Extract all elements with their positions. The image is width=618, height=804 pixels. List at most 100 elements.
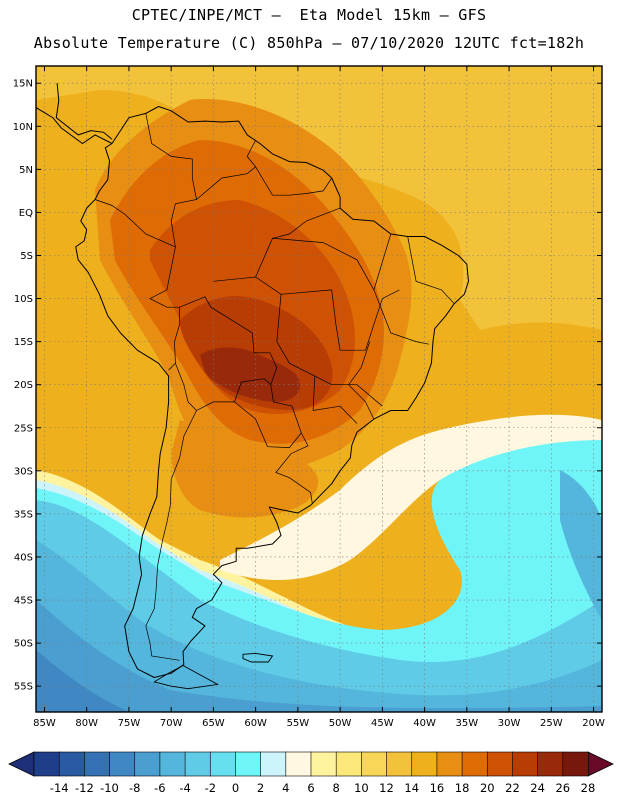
temperature-field	[36, 66, 602, 712]
country-border	[213, 276, 400, 351]
colorbar-label: 10	[354, 781, 369, 795]
map-frame	[35, 65, 603, 713]
country-border	[255, 237, 375, 291]
island-coastline	[242, 652, 274, 663]
country-border	[179, 296, 278, 385]
colorbar-label: -6	[154, 781, 165, 795]
colorbar-label: 28	[581, 781, 596, 795]
lat-tick-label: 30S	[14, 466, 33, 477]
colorbar-swatch	[209, 751, 237, 777]
lat-tick-label: 15S	[14, 337, 33, 348]
lat-tick-label: 50S	[14, 639, 33, 650]
colorbar-swatch	[411, 751, 438, 777]
lon-tick-label: 20W	[582, 718, 605, 729]
chart-title-line1: CPTEC/INPE/MCT – Eta Model 15km – GFS	[131, 6, 487, 24]
country-border	[312, 376, 358, 424]
colorbar-label: -10	[100, 781, 119, 795]
lon-tick-label: 85W	[33, 718, 56, 729]
colorbar-under-arrow	[8, 751, 35, 777]
colorbar-swatch	[184, 751, 211, 777]
colorbar-swatch	[33, 751, 60, 777]
island-coastline	[153, 664, 219, 690]
colorbar-swatch	[109, 751, 136, 777]
colorbar-swatch	[386, 751, 413, 777]
colorbar-swatch	[512, 751, 539, 777]
lon-tick-label: 30W	[498, 718, 521, 729]
lat-tick-label: 35S	[14, 509, 33, 520]
lon-tick-label: 70W	[160, 718, 183, 729]
colorbar-label: 0	[232, 781, 239, 795]
colorbar-swatch	[285, 751, 312, 777]
latitude-ticks: 15N 10N 5N EQ 5S 10S 15S 20S 25S 30S 35S 40S 45S 50S 5…	[13, 79, 602, 693]
lat-tick-label: 15N	[13, 79, 33, 90]
colorbar-swatch	[260, 751, 287, 777]
colorbar-swatch	[58, 751, 85, 777]
colorbar-label: 26	[555, 781, 570, 795]
lat-tick-label: 10N	[13, 122, 33, 133]
coastlines-and-borders	[36, 83, 469, 690]
lon-tick-label: 45W	[371, 718, 394, 729]
central-america-coastline	[36, 106, 113, 145]
country-border	[196, 139, 257, 200]
country-border	[234, 384, 302, 448]
longitude-ticks: 85W 80W 75W 70W 65W 60W 55W 50W 45W 40W 35W 30W 25W 2…	[33, 66, 605, 729]
colorbar-swatch	[486, 751, 514, 777]
country-border	[145, 410, 197, 661]
colorbar-label: 16	[430, 781, 445, 795]
colorbar-swatch	[134, 751, 161, 777]
lon-tick-label: 80W	[75, 718, 98, 729]
colorbar-label: 2	[257, 781, 264, 795]
colorbar-label: 24	[530, 781, 545, 795]
colorbar-label: 6	[307, 781, 314, 795]
country-border	[373, 233, 429, 345]
south-america-coastline	[75, 106, 469, 678]
colorbar-label: -14	[50, 781, 69, 795]
country-border	[275, 432, 313, 503]
colorbar-label: 22	[505, 781, 520, 795]
country-border	[407, 236, 455, 304]
colorbar: -14 -12 -10 -8 -6 -4 -2 0 2 4 6 8 10 12 14 16 18 20 22 24 26…	[8, 751, 614, 795]
colorbar-swatch	[461, 751, 488, 777]
colorbar-swatch	[235, 751, 262, 777]
chart-title-line2: Absolute Temperature (C) 850hPa – 07/10/…	[33, 34, 585, 52]
colorbar-swatch	[335, 751, 362, 777]
colorbar-swatch	[436, 751, 463, 777]
colorbar-label: 8	[333, 781, 340, 795]
colorbar-label: 4	[282, 781, 289, 795]
central-america-caribbean-coast	[55, 83, 113, 140]
lon-tick-label: 55W	[287, 718, 310, 729]
colorbar-label: -12	[75, 781, 94, 795]
colorbar-label: 14	[404, 781, 419, 795]
country-border	[255, 166, 332, 196]
colorbar-over-arrow	[587, 751, 614, 777]
lat-tick-label: 25S	[14, 423, 33, 434]
lat-tick-label: 40S	[14, 552, 33, 563]
country-border	[175, 363, 272, 411]
colorbar-label: 18	[455, 781, 470, 795]
lat-tick-label: EQ	[19, 208, 33, 219]
lat-tick-label: 55S	[14, 682, 33, 693]
colorbar-label: -4	[179, 781, 190, 795]
lon-tick-label: 60W	[244, 718, 267, 729]
colorbar-swatch	[84, 751, 111, 777]
colorbar-swatch	[310, 751, 337, 777]
lon-tick-label: 65W	[202, 718, 225, 729]
lon-tick-label: 50W	[329, 718, 352, 729]
lon-tick-label: 25W	[540, 718, 563, 729]
colorbar-swatch	[159, 751, 186, 777]
lat-tick-label: 5N	[19, 165, 33, 176]
colorbar-swatch	[361, 751, 388, 777]
lat-tick-label: 5S	[20, 251, 33, 262]
colorbar-label: 20	[480, 781, 495, 795]
country-border	[94, 113, 197, 248]
lat-tick-label: 45S	[14, 596, 33, 607]
lat-tick-label: 10S	[14, 294, 33, 305]
lon-tick-label: 75W	[118, 718, 141, 729]
colorbar-label: 12	[379, 781, 394, 795]
country-border	[348, 341, 375, 420]
lon-tick-label: 35W	[456, 718, 479, 729]
lat-tick-label: 20S	[14, 380, 33, 391]
country-border	[272, 207, 341, 239]
